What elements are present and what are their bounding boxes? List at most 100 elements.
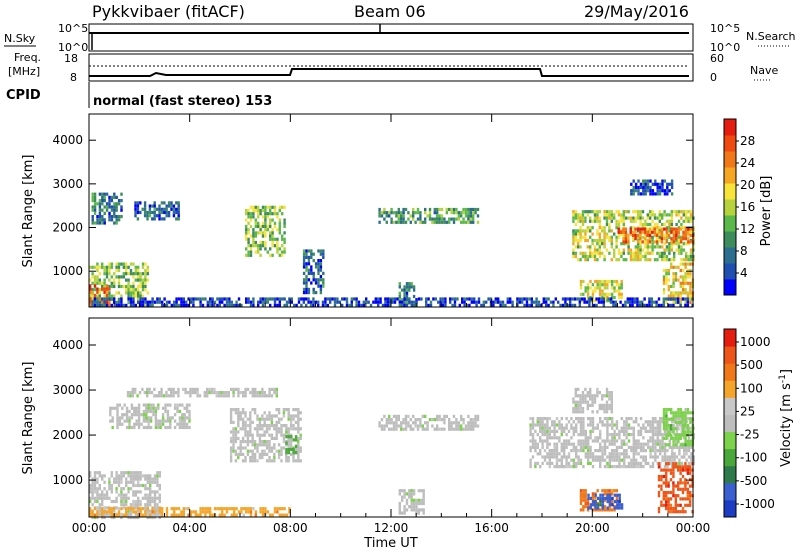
data-cell — [677, 411, 680, 415]
data-cell — [659, 445, 662, 449]
data-cell — [665, 227, 668, 231]
data-cell — [307, 271, 311, 275]
data-cell — [208, 387, 211, 391]
colorbar-segment — [724, 465, 736, 484]
data-cell — [620, 292, 623, 296]
data-cell — [677, 278, 680, 282]
data-cell — [558, 420, 561, 424]
data-cell — [132, 275, 135, 279]
data-cell — [637, 423, 640, 427]
data-cell — [253, 440, 257, 444]
data-cell — [178, 409, 182, 414]
data-cell — [632, 449, 635, 453]
data-cell — [575, 461, 578, 465]
data-cell — [679, 284, 682, 289]
data-cell — [616, 503, 619, 507]
data-cell — [436, 207, 439, 212]
data-cell — [395, 418, 398, 422]
data-cell — [297, 297, 301, 301]
data-cell — [185, 416, 189, 420]
data-cell — [674, 494, 677, 498]
data-cell — [690, 445, 693, 449]
data-cell — [663, 189, 667, 193]
data-cell — [281, 237, 284, 241]
data-cell — [146, 272, 149, 276]
data-cell — [639, 237, 642, 241]
data-cell — [149, 474, 152, 478]
data-cell — [641, 227, 644, 231]
data-cell — [183, 406, 186, 410]
data-cell — [509, 297, 512, 301]
data-cell — [661, 213, 664, 217]
data-cell — [101, 303, 104, 307]
data-cell — [610, 235, 613, 239]
data-cell — [204, 513, 207, 517]
data-cell — [594, 279, 597, 284]
data-cell — [529, 458, 532, 462]
data-cell — [646, 189, 650, 193]
data-cell — [594, 289, 597, 293]
data-cell — [160, 391, 163, 395]
colorbar-segment — [724, 263, 736, 280]
data-cell — [596, 279, 599, 284]
data-cell — [422, 489, 425, 493]
data-cell — [585, 300, 589, 304]
date-label: 29/May/2016 — [584, 2, 689, 21]
data-cell — [606, 417, 609, 421]
data-cell — [599, 496, 602, 500]
data-cell — [407, 217, 410, 221]
data-cell — [632, 436, 635, 440]
data-cell — [415, 498, 418, 502]
data-cell — [674, 275, 678, 279]
data-cell — [492, 303, 495, 307]
data-cell — [101, 281, 104, 285]
data-cell — [584, 455, 587, 459]
data-cell — [605, 407, 609, 411]
data-cell — [331, 297, 334, 301]
data-cell — [583, 297, 586, 301]
data-cell — [665, 494, 668, 498]
data-cell — [116, 409, 119, 414]
data-cell — [535, 300, 538, 304]
noise-left-tick-bottom: 10^0 — [58, 41, 88, 54]
data-cell — [603, 292, 607, 296]
data-cell — [161, 406, 165, 410]
data-cell — [656, 182, 659, 186]
data-cell — [245, 218, 248, 222]
data-cell — [608, 423, 611, 427]
data-cell — [155, 394, 158, 398]
data-cell — [180, 303, 183, 307]
data-cell — [618, 461, 621, 465]
data-cell — [319, 265, 323, 269]
data-cell — [546, 445, 549, 449]
data-cell — [276, 215, 279, 219]
data-cell — [606, 426, 609, 430]
data-cell — [105, 284, 109, 288]
data-cell — [103, 205, 106, 209]
data-cell — [149, 496, 152, 500]
data-cell — [591, 410, 594, 414]
data-cell — [613, 458, 616, 462]
data-cell — [254, 391, 257, 395]
data-cell — [598, 403, 601, 407]
data-cell — [305, 297, 308, 301]
data-cell — [654, 458, 657, 462]
data-cell — [134, 291, 137, 295]
data-cell — [261, 427, 264, 431]
data-cell — [403, 288, 406, 292]
colorbar-tick-label: -25 — [740, 428, 760, 442]
data-cell — [560, 449, 563, 453]
data-cell — [494, 297, 497, 301]
data-cell — [263, 449, 266, 453]
data-cell — [631, 300, 634, 304]
data-cell — [151, 210, 154, 215]
data-cell — [649, 465, 652, 469]
data-cell — [113, 300, 116, 304]
data-cell — [273, 446, 276, 450]
data-cell — [649, 455, 652, 459]
data-cell — [674, 278, 678, 282]
data-cell — [679, 443, 682, 447]
data-cell — [667, 500, 670, 504]
data-cell — [230, 513, 233, 517]
data-cell — [275, 436, 278, 440]
